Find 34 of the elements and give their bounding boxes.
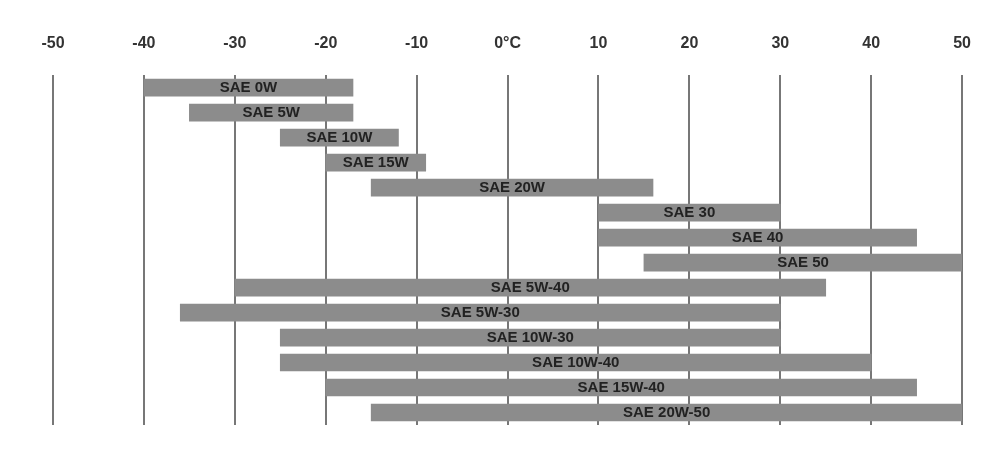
- y-tick-label: SAE 0W: [219, 77, 279, 95]
- y-tick-label: SAE 10W-30: [486, 327, 574, 345]
- x-tick-label: -30: [223, 34, 247, 52]
- x-tick-label: 40: [862, 34, 881, 52]
- y-tick-label: SAE 10W: [306, 127, 374, 145]
- x-tick-label: -40: [132, 34, 156, 52]
- y-tick-label: SAE 30: [663, 202, 716, 220]
- y-tick-label: SAE 5W-30: [440, 302, 520, 320]
- y-tick-label: SAE 15W-40: [577, 377, 665, 395]
- x-tick-label: 30: [771, 34, 790, 52]
- x-tick-label: -50: [41, 34, 65, 52]
- bar: [370, 403, 963, 422]
- x-tick-label: -20: [314, 34, 338, 52]
- bar: [279, 328, 781, 347]
- x-tick-label: -10: [405, 34, 429, 52]
- y-tick-label: SAE 15W: [342, 152, 410, 170]
- y-tick-label: SAE 10W-40: [532, 352, 620, 370]
- bar: [325, 378, 917, 397]
- bar: [179, 303, 781, 322]
- x-tick-label: 10: [589, 34, 608, 52]
- x-tick-label: 0°C: [494, 34, 522, 52]
- y-tick-label: SAE 5W-40: [490, 277, 570, 295]
- y-tick-label: SAE 20W: [479, 177, 546, 195]
- y-tick-label: SAE 50: [777, 252, 829, 270]
- y-tick-label: SAE 5W: [242, 102, 301, 120]
- bar: [234, 278, 827, 297]
- bar: [643, 253, 963, 272]
- x-tick-label: 20: [680, 34, 699, 52]
- bar: [279, 353, 872, 372]
- bar: [598, 228, 917, 247]
- y-tick-label: SAE 20W-50: [623, 402, 711, 420]
- y-tick-label: SAE 40: [731, 227, 784, 245]
- x-tick-label: 50: [953, 34, 972, 52]
- bar: [143, 78, 354, 97]
